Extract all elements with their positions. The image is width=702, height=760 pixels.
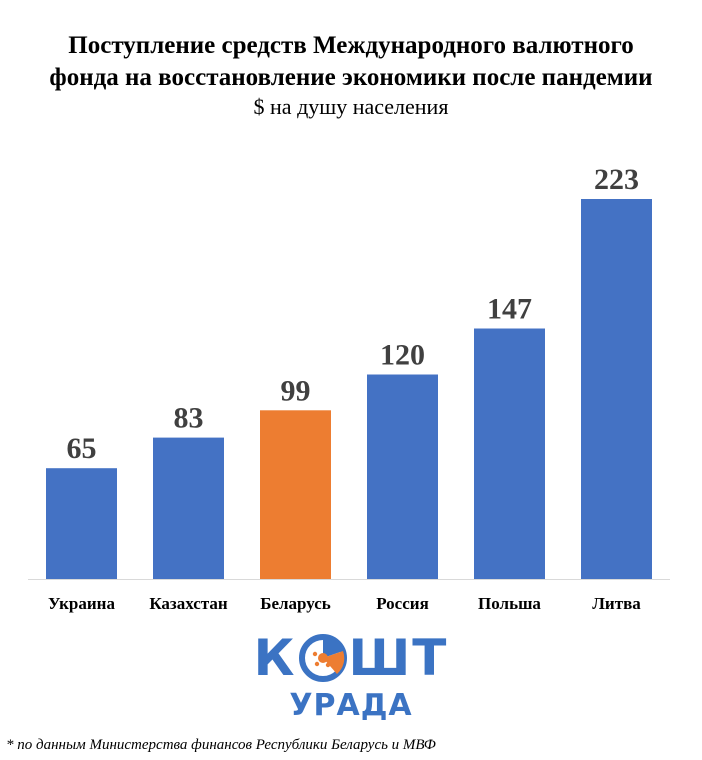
bar [153,437,224,579]
bar-value-label: 99 [281,374,311,407]
bar-value-label: 223 [594,163,639,196]
bar-value-label: 147 [487,293,532,326]
bar [474,328,545,579]
bar [367,374,438,579]
category-tick-label: Беларусь [260,594,331,613]
category-tick-label: Казахстан [149,594,228,613]
logo-word-right: ШТ [348,629,449,687]
logo: К ШТ [0,630,702,686]
chart-title-line-1: Поступление средств Международного валют… [68,32,634,59]
bar-value-label: 65 [67,432,97,465]
bar [260,410,331,579]
bar-chart: 65 Украина 83 Казахстан 99 Беларусь 120 Россия 1… [28,163,670,613]
category-tick-label: Польша [478,594,541,613]
bar [46,468,117,579]
category-tick-label: Украина [48,594,115,613]
chart-title-line-2: фонда на восстановление экономики после … [49,64,653,91]
bar-value-label: 120 [380,339,425,372]
source-footnote: * по данным Министерства финансов Респуб… [6,737,436,753]
logo-word-left: К [253,629,297,687]
category-tick-label: Россия [376,594,429,613]
bar [581,199,652,579]
category-tick-label: Литва [592,594,641,613]
chart-subtitle: $ на душу населения [253,94,449,119]
coin-icon [298,634,347,682]
logo-subtitle: УРАДА [289,688,413,723]
bar-value-label: 83 [174,402,204,435]
